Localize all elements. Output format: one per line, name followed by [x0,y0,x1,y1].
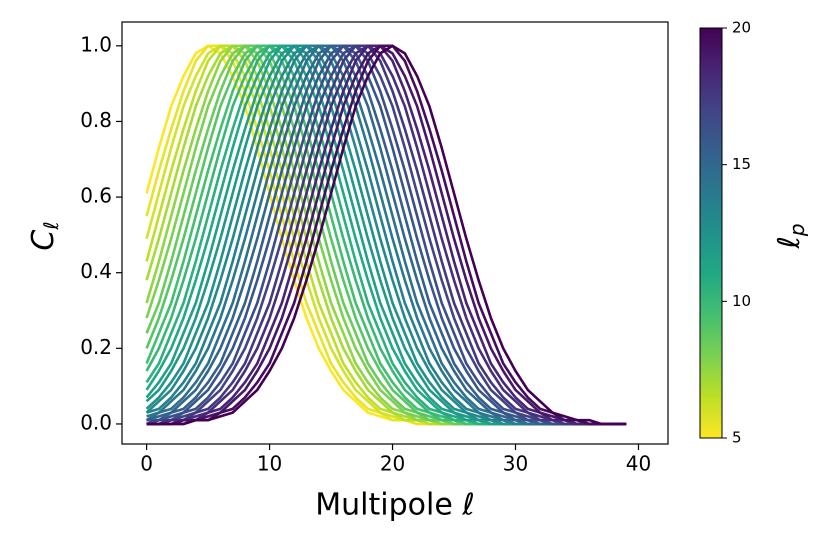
colorbar-label-base: ℓ [772,236,807,249]
y-tick-label: 0.6 [80,184,112,208]
x-tick-label: 20 [380,452,405,476]
curve [146,44,627,426]
y-tick-label: 0.0 [80,410,112,434]
colorbar-label: ℓp [772,223,809,249]
y-axis-label: Cℓ [26,221,63,250]
curve [146,44,627,426]
colorbar [699,27,723,439]
x-tick-label: 0 [140,452,153,476]
colorbar-label-sub: p [785,223,809,237]
x-tick-label: 30 [503,452,528,476]
x-tick-label: 40 [626,452,651,476]
colorbar-tick-label: 5 [732,429,742,447]
y-axis-label-base: C [26,230,61,251]
colorbar-tick-label: 15 [732,155,751,173]
curve [146,44,627,426]
curve [146,44,627,426]
y-tick-label: 0.8 [80,108,112,132]
y-tick-label: 0.4 [80,259,112,283]
colorbar-tick-label: 10 [732,292,751,310]
x-tick-label: 10 [257,452,282,476]
y-axis-label-sub: ℓ [39,221,63,230]
plot-frame [121,21,669,445]
colorbar-tick-label: 20 [732,19,751,37]
curve [146,44,627,426]
y-tick-label: 0.2 [80,335,112,359]
curve [146,44,627,426]
x-axis-label: Multipole ℓ [315,488,474,523]
plot-lines [145,44,627,426]
curve [146,44,627,426]
y-tick-label: 1.0 [80,32,112,56]
